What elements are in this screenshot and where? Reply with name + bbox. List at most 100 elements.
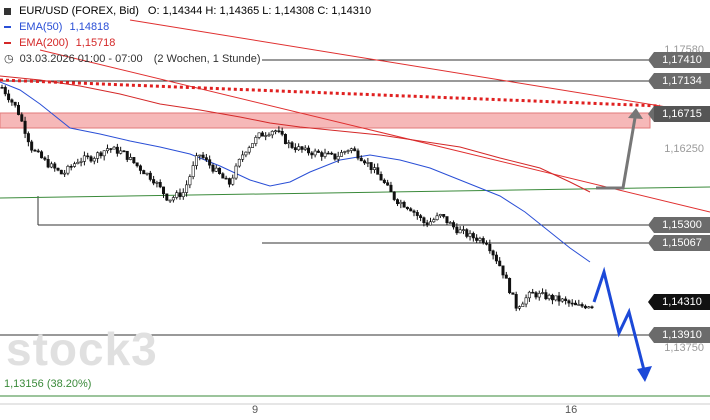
candle-body bbox=[227, 178, 231, 185]
candle-body bbox=[92, 158, 96, 162]
candle-body bbox=[234, 165, 238, 179]
price-label: 1,17410 bbox=[648, 52, 710, 68]
candle-body bbox=[297, 146, 301, 151]
ema200-line bbox=[0, 75, 591, 193]
candle-body bbox=[16, 104, 20, 115]
candle-body bbox=[152, 179, 156, 184]
candle-body bbox=[274, 130, 278, 133]
candle-body bbox=[73, 163, 77, 167]
candle-body bbox=[155, 182, 159, 184]
candle-body bbox=[564, 298, 568, 302]
clock-icon: ◷ bbox=[4, 53, 14, 65]
candle-body bbox=[557, 295, 561, 302]
candle-body bbox=[135, 162, 139, 167]
candle-body bbox=[547, 294, 551, 300]
candle-body bbox=[320, 152, 324, 157]
candle-body bbox=[82, 155, 86, 162]
projection-up bbox=[596, 111, 638, 190]
candle-body bbox=[541, 292, 545, 294]
candle-body bbox=[514, 294, 518, 309]
candle-body bbox=[287, 142, 291, 145]
candle-body bbox=[211, 164, 215, 172]
candle-body bbox=[428, 221, 432, 226]
candle-body bbox=[307, 147, 311, 154]
candle-body bbox=[214, 167, 218, 172]
candles bbox=[0, 84, 594, 312]
ema200-value: 1,15718 bbox=[75, 37, 116, 49]
candle-body bbox=[181, 192, 185, 197]
candle-body bbox=[260, 132, 264, 137]
candle-body bbox=[290, 142, 294, 148]
candle-body bbox=[115, 146, 119, 154]
legend-ema50: EMA(50) 1,14818 bbox=[4, 20, 109, 35]
ema200-swatch bbox=[4, 42, 11, 45]
candle-body bbox=[162, 186, 166, 195]
candle-body bbox=[396, 199, 400, 205]
candle-body bbox=[343, 151, 347, 153]
watermark: stock3 bbox=[6, 323, 158, 375]
candle-body bbox=[69, 165, 73, 168]
timestamp: 03.03.2026 01:00 - 07:00 bbox=[19, 53, 143, 65]
candle-body bbox=[488, 243, 492, 252]
candle-body bbox=[333, 153, 337, 160]
candle-body bbox=[49, 163, 53, 168]
candle-body bbox=[313, 150, 317, 156]
candle-body bbox=[280, 131, 284, 135]
candle-body bbox=[458, 229, 462, 234]
price-label: 1,15067 bbox=[648, 235, 710, 251]
candle-body bbox=[452, 222, 456, 228]
candle-body bbox=[445, 216, 449, 224]
instrument-name: EUR/USD (FOREX, Bid) bbox=[19, 5, 139, 17]
candle-body bbox=[198, 154, 202, 157]
candle-body bbox=[461, 229, 465, 231]
support-trendline bbox=[0, 186, 710, 199]
ema50-value: 1,14818 bbox=[69, 21, 110, 33]
candle-body bbox=[168, 199, 172, 202]
candle-body bbox=[132, 157, 136, 164]
candle-body bbox=[504, 274, 508, 279]
ema50-swatch bbox=[4, 26, 11, 29]
candle-body bbox=[468, 233, 472, 237]
candle-body bbox=[349, 148, 353, 151]
projection-down bbox=[592, 266, 647, 375]
candle-body bbox=[376, 167, 380, 175]
candle-body bbox=[254, 137, 258, 144]
candle-body bbox=[36, 150, 40, 153]
candle-body bbox=[112, 146, 116, 150]
candle-body bbox=[125, 150, 129, 160]
ema200-label: EMA(200) bbox=[19, 37, 69, 49]
ohlc-values: O: 1,14344 H: 1,14365 L: 1,14308 C: 1,14… bbox=[147, 5, 372, 17]
candle-body bbox=[66, 165, 70, 174]
candle-body bbox=[194, 155, 198, 166]
candle-body bbox=[409, 208, 413, 212]
candle-body bbox=[491, 250, 495, 256]
candle-body bbox=[574, 302, 578, 306]
candle-body bbox=[224, 177, 228, 180]
candle-body bbox=[175, 192, 179, 198]
candle-body bbox=[471, 233, 475, 239]
candle-body bbox=[346, 150, 350, 152]
level-lines bbox=[0, 59, 710, 397]
candle-body bbox=[405, 206, 409, 210]
candle-body bbox=[79, 161, 83, 163]
candle-body bbox=[481, 238, 485, 244]
candle-body bbox=[188, 176, 192, 186]
candle-body bbox=[89, 156, 93, 162]
candle-body bbox=[580, 304, 584, 307]
candle-body bbox=[494, 254, 498, 262]
candle-body bbox=[537, 293, 541, 298]
legend-instrument: EUR/USD (FOREX, Bid) O: 1,14344 H: 1,143… bbox=[4, 4, 371, 19]
candle-body bbox=[310, 152, 314, 156]
candle-body bbox=[379, 174, 383, 181]
candle-body bbox=[99, 152, 103, 157]
candle-body bbox=[244, 151, 248, 156]
candle-body bbox=[237, 159, 241, 167]
candle-body bbox=[277, 130, 281, 133]
candle-body bbox=[303, 147, 307, 150]
trend-line-lower bbox=[39, 49, 710, 213]
price-label: 1,13910 bbox=[648, 327, 710, 343]
candle-body bbox=[158, 182, 162, 188]
candle-body bbox=[86, 155, 90, 158]
candle-body bbox=[531, 291, 535, 294]
